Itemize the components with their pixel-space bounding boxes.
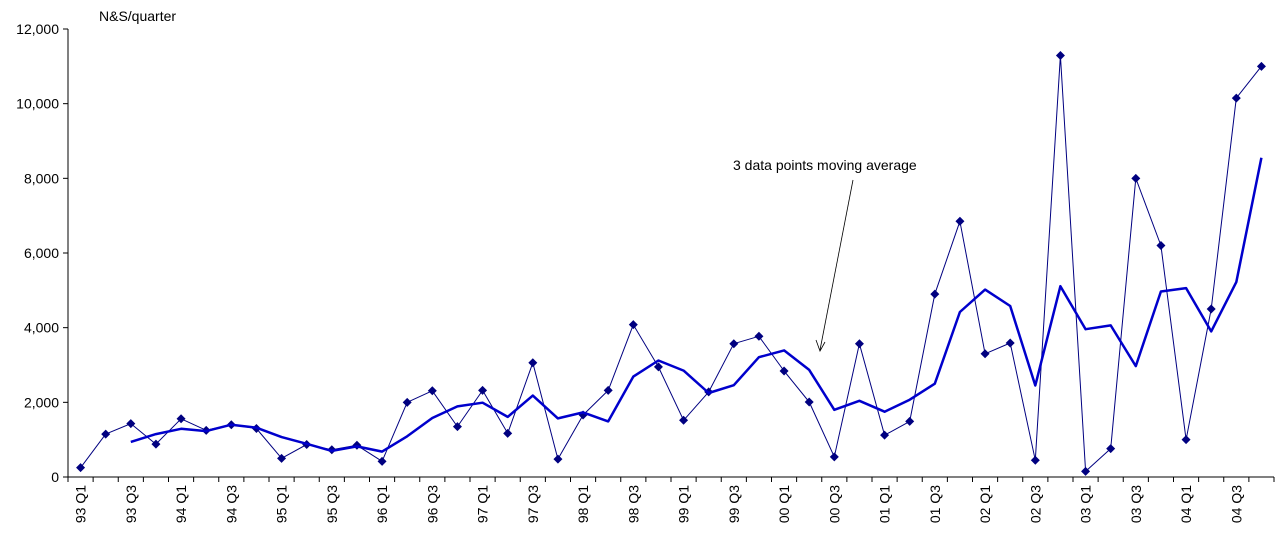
quarterly-series-line (80, 55, 1262, 472)
x-tick-label: 02 Q3 (1027, 485, 1043, 523)
y-tick-label: 0 (51, 469, 59, 485)
x-tick-label: 96 Q1 (374, 485, 390, 523)
data-point-marker (1055, 51, 1065, 61)
data-point-marker (1156, 241, 1166, 251)
data-point-marker (101, 429, 111, 439)
data-point-marker (402, 397, 412, 407)
data-point-marker (478, 385, 488, 395)
x-tick-label: 94 Q1 (173, 485, 189, 523)
data-point-marker (1081, 466, 1091, 476)
data-point-marker (427, 386, 437, 396)
x-tick-label: 01 Q1 (877, 485, 893, 523)
data-point-marker (653, 362, 663, 372)
x-axis-ticks: 93 Q1 93 Q3 94 Q1 94 Q3 95 Q1 95 Q3 96 Q1 96 Q3… (67, 477, 1275, 523)
data-point-marker (176, 414, 186, 424)
y-axis-label: N&S/quarter (99, 8, 176, 24)
data-point-marker (151, 439, 161, 449)
data-point-marker (1106, 444, 1116, 454)
data-point-marker (980, 349, 990, 359)
annotation-arrow (815, 179, 854, 352)
x-tick-label: 98 Q1 (575, 485, 591, 523)
data-point-marker (553, 454, 563, 464)
data-point-marker (829, 452, 839, 462)
data-point-marker (930, 289, 940, 299)
data-point-marker (754, 331, 764, 341)
data-point-marker (528, 358, 538, 368)
x-tick-label: 94 Q3 (223, 485, 239, 523)
data-point-marker (955, 216, 965, 226)
y-tick-label: 8,000 (24, 170, 59, 186)
data-point-marker (628, 320, 638, 330)
x-tick-label: 95 Q3 (324, 485, 340, 523)
data-point-marker (679, 415, 689, 425)
data-point-marker (277, 453, 287, 463)
x-tick-label: 02 Q1 (977, 485, 993, 523)
data-point-marker (905, 416, 915, 426)
data-point-marker (1131, 173, 1141, 183)
y-axis-ticks: 0 2,000 4,000 6,000 8,000 10,000 12,000 (16, 21, 68, 485)
data-point-marker (880, 430, 890, 440)
y-tick-label: 2,000 (24, 394, 59, 410)
series-layer (76, 51, 1266, 476)
x-tick-label: 96 Q3 (424, 485, 440, 523)
data-point-marker (76, 463, 86, 473)
data-point-marker (1005, 338, 1015, 348)
x-tick-label: 93 Q1 (73, 485, 89, 523)
x-tick-label: 00 Q1 (776, 485, 792, 523)
x-tick-label: 04 Q3 (1228, 485, 1244, 523)
x-tick-label: 00 Q3 (826, 485, 842, 523)
x-tick-label: 97 Q1 (475, 485, 491, 523)
x-tick-label: 03 Q1 (1078, 485, 1094, 523)
y-tick-label: 4,000 (24, 320, 59, 336)
y-tick-label: 10,000 (16, 96, 59, 112)
data-point-marker (377, 456, 387, 466)
x-tick-label: 93 Q3 (123, 485, 139, 523)
data-point-marker (1206, 304, 1216, 314)
moving-average-line (130, 157, 1263, 453)
x-tick-label: 99 Q1 (676, 485, 692, 523)
x-tick-label: 98 Q3 (625, 485, 641, 523)
data-point-marker (1181, 435, 1191, 445)
data-point-marker (126, 419, 136, 429)
y-tick-label: 6,000 (24, 245, 59, 261)
data-point-marker (729, 339, 739, 349)
data-point-marker (1231, 93, 1241, 103)
data-point-marker (804, 397, 814, 407)
y-tick-label: 12,000 (16, 21, 59, 37)
x-tick-label: 03 Q3 (1128, 485, 1144, 523)
moving-average-annotation: 3 data points moving average (733, 157, 917, 173)
x-tick-label: 97 Q3 (525, 485, 541, 523)
data-point-marker (1030, 455, 1040, 465)
x-tick-label: 01 Q3 (927, 485, 943, 523)
data-point-marker (603, 385, 613, 395)
x-tick-label: 04 Q1 (1178, 485, 1194, 523)
x-tick-label: 99 Q3 (726, 485, 742, 523)
data-point-marker (854, 339, 864, 349)
data-point-marker (779, 366, 789, 376)
data-point-marker (503, 428, 513, 438)
x-tick-label: 95 Q1 (274, 485, 290, 523)
data-point-marker (452, 422, 462, 432)
data-point-marker (1256, 61, 1266, 71)
